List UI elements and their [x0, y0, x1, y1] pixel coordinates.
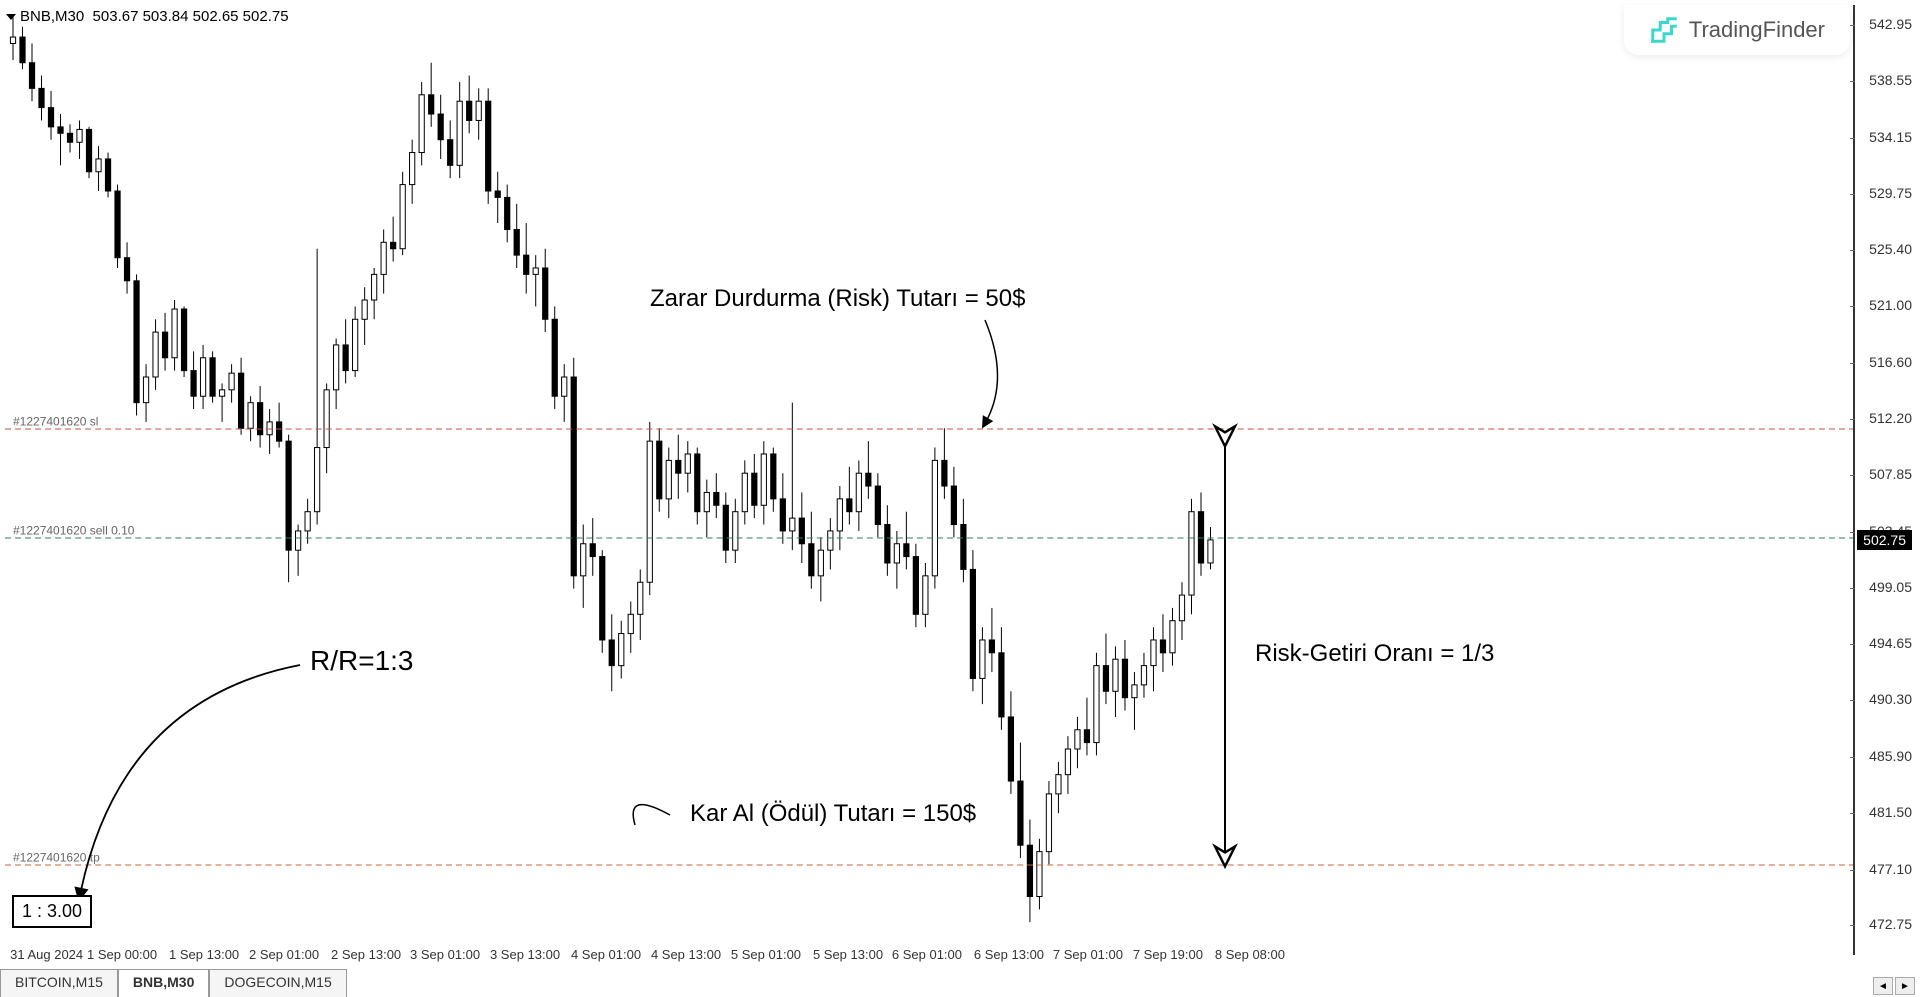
- symbol-tabs: BITCOIN,M15 BNB,M30 DOGECOIN,M15: [0, 969, 347, 997]
- entry-line[interactable]: #1227401620 sell 0.10: [5, 537, 1855, 539]
- time-label: 1 Sep 00:00: [87, 947, 157, 962]
- stop-loss-annotation: Zarar Durdurma (Risk) Tutarı = 50$: [650, 285, 1025, 313]
- current-price-flag: 502.75: [1857, 530, 1912, 550]
- price-axis: 542.95 538.55 534.15 529.75 525.40 521.00 516.…: [1855, 0, 1920, 960]
- price-tick: 534.15: [1869, 129, 1912, 145]
- scroll-buttons: ◄ ►: [1873, 977, 1915, 995]
- time-label: 31 Aug 2024: [10, 947, 83, 962]
- rr-ratio-annotation: R/R=1:3: [310, 645, 414, 677]
- scroll-right-button[interactable]: ►: [1895, 977, 1915, 995]
- time-label: 2 Sep 13:00: [331, 947, 401, 962]
- time-label: 8 Sep 08:00: [1215, 947, 1285, 962]
- price-tick: 490.30: [1869, 691, 1912, 707]
- take-profit-label: #1227401620 tp: [13, 851, 100, 865]
- time-label: 6 Sep 13:00: [974, 947, 1044, 962]
- price-tick: 529.75: [1869, 185, 1912, 201]
- price-tick: 472.75: [1869, 916, 1912, 932]
- price-tick: 477.10: [1869, 861, 1912, 877]
- time-label: 4 Sep 13:00: [651, 947, 721, 962]
- price-tick: 499.05: [1869, 579, 1912, 595]
- price-tick: 521.00: [1869, 297, 1912, 313]
- time-label: 3 Sep 13:00: [490, 947, 560, 962]
- price-tick: 516.60: [1869, 354, 1912, 370]
- scroll-left-button[interactable]: ◄: [1873, 977, 1893, 995]
- chart-container: BNB,M30 503.67 503.84 502.65 502.75 Trad…: [0, 0, 1920, 997]
- price-tick: 485.90: [1869, 748, 1912, 764]
- risk-reward-annotation: Risk-Getiri Oranı = 1/3: [1255, 640, 1494, 668]
- time-label: 1 Sep 13:00: [169, 947, 239, 962]
- price-tick: 525.40: [1869, 241, 1912, 257]
- entry-label: #1227401620 sell 0.10: [13, 524, 134, 538]
- rr-box: 1 : 3.00: [12, 895, 92, 928]
- price-tick: 538.55: [1869, 72, 1912, 88]
- stop-loss-label: #1227401620 sl: [13, 415, 98, 429]
- take-profit-line[interactable]: #1227401620 tp: [5, 864, 1855, 866]
- time-label: 5 Sep 01:00: [731, 947, 801, 962]
- time-label: 7 Sep 01:00: [1053, 947, 1123, 962]
- time-label: 5 Sep 13:00: [813, 947, 883, 962]
- price-tick: 542.95: [1869, 16, 1912, 32]
- time-label: 3 Sep 01:00: [410, 947, 480, 962]
- price-tick: 512.20: [1869, 410, 1912, 426]
- price-tick: 494.65: [1869, 635, 1912, 651]
- tab-bitcoin[interactable]: BITCOIN,M15: [0, 969, 118, 997]
- tab-bnb[interactable]: BNB,M30: [118, 969, 209, 997]
- stop-loss-line[interactable]: #1227401620 sl: [5, 428, 1855, 430]
- tab-dogecoin[interactable]: DOGECOIN,M15: [209, 969, 346, 997]
- price-tick: 507.85: [1869, 466, 1912, 482]
- price-tick: 481.50: [1869, 804, 1912, 820]
- time-label: 7 Sep 19:00: [1133, 947, 1203, 962]
- take-profit-annotation: Kar Al (Ödül) Tutarı = 150$: [690, 800, 976, 828]
- time-label: 6 Sep 01:00: [892, 947, 962, 962]
- time-label: 4 Sep 01:00: [571, 947, 641, 962]
- time-label: 2 Sep 01:00: [249, 947, 319, 962]
